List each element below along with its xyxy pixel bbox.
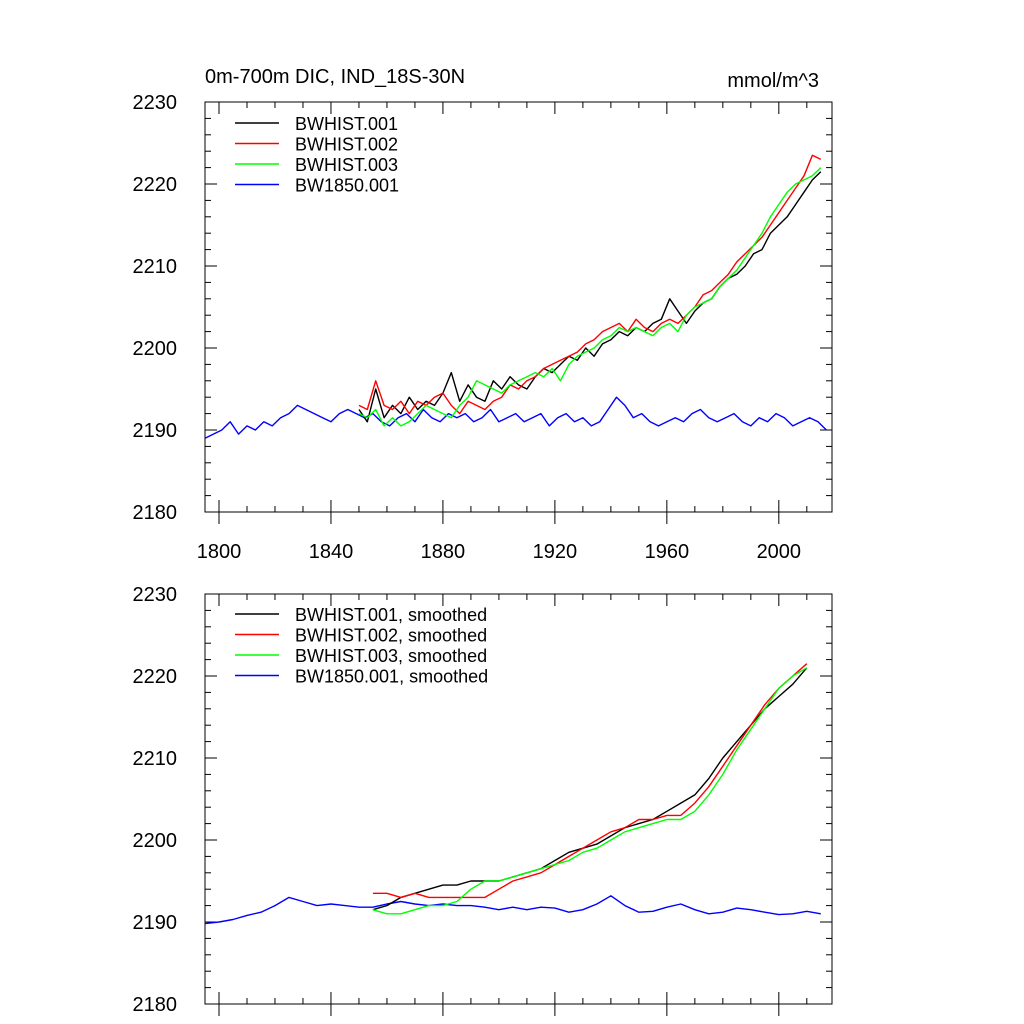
y-tick-label: 2200: [133, 830, 178, 852]
series-line-bwhist-002: [358, 154, 822, 415]
series-line-bwhist-003: [358, 167, 822, 427]
y-tick-label: 2180: [133, 994, 178, 1016]
legend-label: BWHIST.002, smoothed: [295, 626, 487, 646]
legend-label: BW1850.001, smoothed: [295, 667, 488, 687]
bottom-panel: 2180 2190 2200 2210 2220 2230 BWHIST.001, smoo…: [133, 584, 833, 1016]
legend-label: BWHIST.001: [295, 114, 398, 134]
plot-frame: [204, 593, 833, 1005]
plot-frame: [204, 101, 833, 513]
x-tick-label: 1880: [421, 541, 466, 563]
x-tick-label: 1800: [197, 541, 242, 563]
series-line-bwhist-003-smoothed: [372, 667, 808, 915]
series-line-bw1850-001-smoothed: [204, 895, 821, 925]
top-panel: 0m-700m DIC, IND_18S-30N mmol/m^3 2180 21…: [133, 66, 833, 563]
series-line-bw1850-001: [204, 396, 827, 439]
series-line-bwhist-001: [358, 171, 822, 423]
y-tick-label: 2210: [133, 256, 178, 278]
series-line-bwhist-001-smoothed: [372, 667, 808, 911]
legend-label: BWHIST.002: [295, 135, 398, 155]
x-tick-label: 2000: [757, 541, 802, 563]
y-tick-label: 2200: [133, 338, 178, 360]
y-tick-label: 2230: [133, 92, 178, 114]
y-tick-label: 2220: [133, 666, 178, 688]
y-tick-label: 2210: [133, 748, 178, 770]
series-line-bwhist-002-smoothed: [372, 663, 808, 899]
y-tick-label: 2180: [133, 502, 178, 524]
legend-label: BWHIST.003, smoothed: [295, 646, 487, 666]
y-tick-label: 2190: [133, 912, 178, 934]
y-tick-label: 2190: [133, 420, 178, 442]
legend-label: BW1850.001: [295, 176, 399, 196]
x-tick-label: 1840: [309, 541, 354, 563]
units-label: mmol/m^3: [727, 70, 819, 92]
x-tick-label: 1920: [533, 541, 578, 563]
y-tick-label: 2220: [133, 174, 178, 196]
x-tick-label: 1960: [645, 541, 690, 563]
legend-label: BWHIST.001, smoothed: [295, 605, 487, 625]
legend-label: BWHIST.003: [295, 155, 398, 175]
panel-title: 0m-700m DIC, IND_18S-30N: [205, 66, 465, 88]
y-tick-label: 2230: [133, 584, 178, 606]
